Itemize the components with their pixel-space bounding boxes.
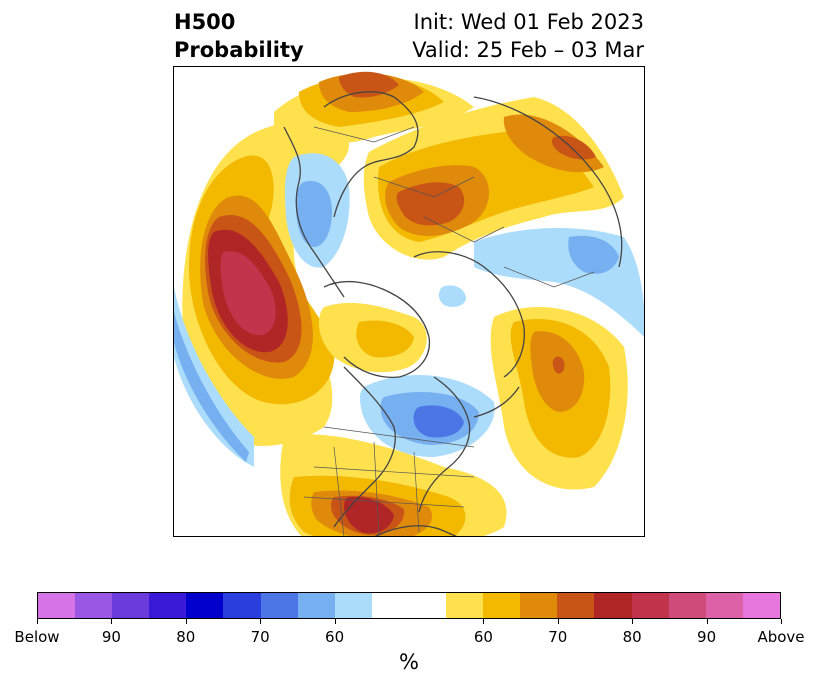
west-below-60 [174,287,254,467]
n-pacific-above-75 [552,356,565,374]
colorbar-tick-label: 70 [548,628,568,646]
colorbar-cell [186,593,224,618]
colorbar-tick [334,619,336,624]
colorbar-tick-label: 80 [622,628,642,646]
colorbar-tick [781,619,782,624]
colorbar-tick-label: Below [14,628,60,646]
colorbar-title: % [399,650,419,674]
pacific-anomaly-85 [220,251,276,336]
colorbar-tick-label: 90 [101,628,121,646]
usa-above-80 [344,496,394,534]
scandinavia-below-65 [296,181,332,247]
colorbar [37,592,781,619]
colorbar-cell [297,593,335,618]
colorbar-cell [112,593,150,618]
colorbar-tick-label: 90 [697,628,717,646]
colorbar-tick [557,619,559,624]
colorbar-cell [631,593,669,618]
colorbar-cell [668,593,706,618]
colorbar-cell [75,593,113,618]
colorbar-tick [111,619,113,624]
colorbar-tick [632,619,634,624]
valid-range-label: Valid: 25 Feb – 03 Mar [412,38,644,62]
colorbar-cell [408,593,447,618]
title-h500: H500 [174,10,236,34]
canada-below-70 [413,405,464,438]
colorbar-tick [37,619,38,624]
arctic-below-small [438,285,466,307]
colorbar-cell [483,593,521,618]
siberia-above-75 [396,182,465,226]
coastlines [283,91,623,536]
colorbar-cell [260,593,298,618]
africa-above-75 [339,71,399,98]
colorbar-tick-label: 70 [250,628,270,646]
title-probability: Probability [174,38,304,62]
west-below-65 [174,312,249,462]
china-below-65 [568,235,619,274]
init-date-label: Init: Wed 01 Feb 2023 [413,10,644,34]
colorbar-tick [706,619,708,624]
colorbar-cell [149,593,187,618]
colorbar-cell [334,593,372,618]
colorbar-cell [446,593,484,618]
borders [303,126,595,536]
colorbar-tick [260,619,262,624]
colorbar-cell [371,593,409,618]
colorbar-cell [38,593,76,618]
colorbar-cell [705,593,743,618]
colorbar-tick [483,619,485,624]
colorbar-tick-label: 80 [176,628,196,646]
title-left: H500 Probability [174,8,304,64]
probability-map [174,67,644,536]
title-right: Init: Wed 01 Feb 2023 Valid: 25 Feb – 03… [412,8,644,64]
greenland-above-65 [356,320,414,358]
colorbar-cell [594,593,632,618]
colorbar-cell [557,593,595,618]
east-siberia-above-75 [551,135,596,160]
map-frame [173,66,645,537]
colorbar-tick-label: 60 [325,628,345,646]
colorbar-cell [742,593,780,618]
colorbar-tick-label: 60 [473,628,493,646]
colorbar-tick [185,619,187,624]
colorbar-cell [520,593,558,618]
colorbar-tick-label: Above [757,628,805,646]
colorbar-cell [223,593,261,618]
